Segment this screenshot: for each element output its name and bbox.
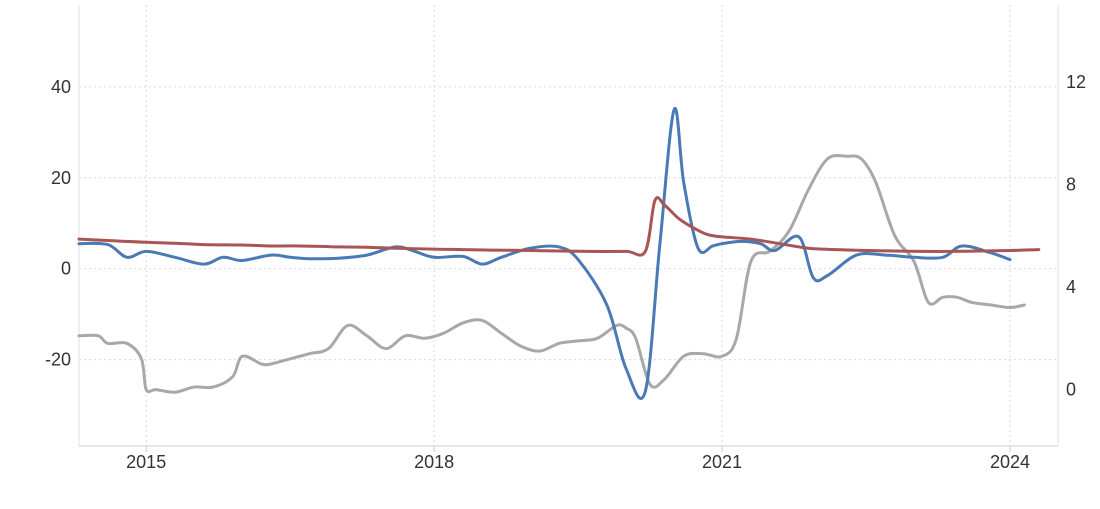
y-left-tick-label: 40 — [51, 77, 71, 97]
series-line-2 — [77, 196, 1041, 257]
y-right-tick-label: 4 — [1066, 277, 1076, 297]
y-left-tick-label: 20 — [51, 168, 71, 188]
y-right-tick-label: 0 — [1066, 380, 1076, 400]
x-tick-label: 2021 — [702, 452, 742, 472]
series-line-3 — [77, 153, 1026, 394]
y-left-tick-label: -20 — [45, 350, 71, 370]
x-tick-label: 2018 — [414, 452, 454, 472]
grid — [79, 5, 1058, 446]
x-tick-label: 2015 — [126, 452, 166, 472]
axes — [78, 5, 1059, 452]
y-right-tick-label: 12 — [1066, 72, 1086, 92]
series-line-1 — [77, 106, 1012, 400]
y-right-tick-label: 8 — [1066, 174, 1076, 194]
y-left-tick-label: 0 — [61, 259, 71, 279]
x-tick-label: 2024 — [990, 452, 1030, 472]
series — [77, 106, 1041, 400]
